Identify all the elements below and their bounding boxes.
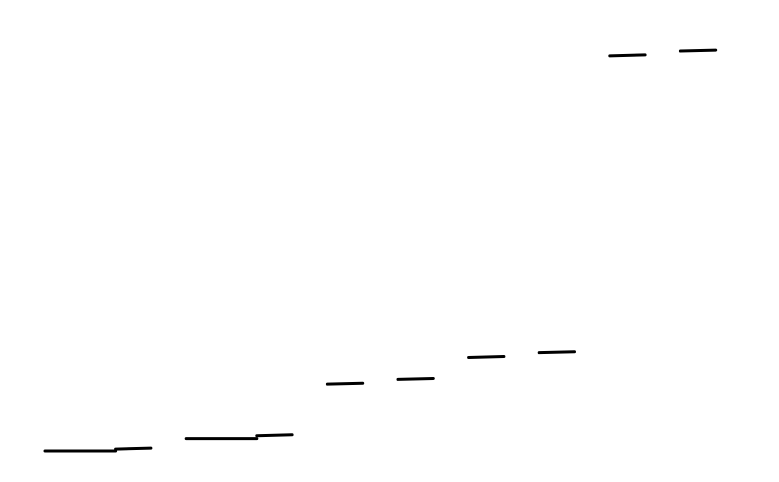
series-0-segment-7 (537, 350, 576, 355)
series-0-segment-9 (678, 48, 718, 53)
series-0-segment-5 (396, 376, 435, 381)
series-0-segment-6 (467, 355, 506, 359)
plot-area (43, 48, 718, 453)
series-0-segment-8 (608, 53, 647, 58)
series-0-segment-3 (255, 433, 294, 438)
series-0-segment-1 (114, 446, 153, 451)
series-0-segment-4 (325, 381, 365, 386)
